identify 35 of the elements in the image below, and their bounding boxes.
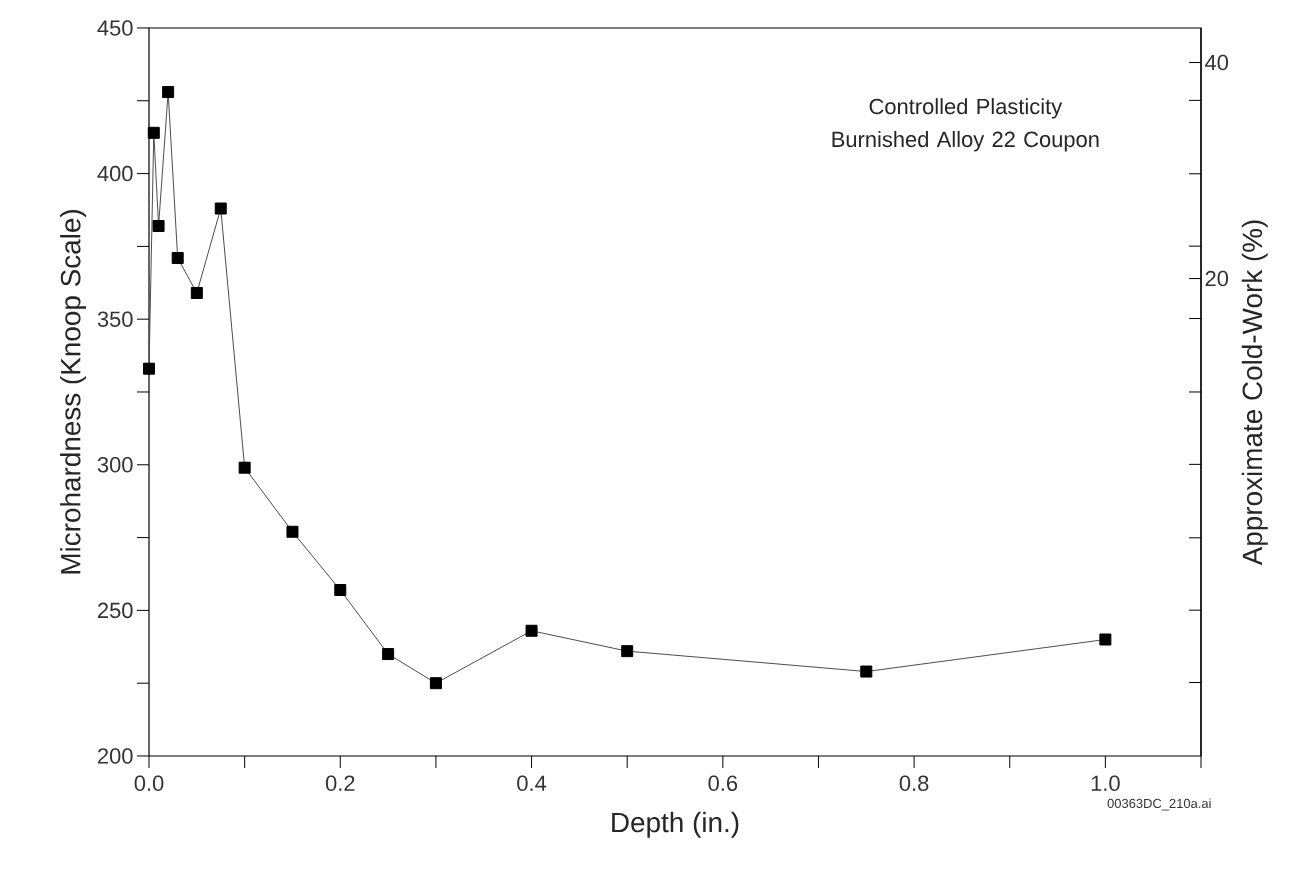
point: [143, 362, 156, 375]
point: [286, 525, 299, 538]
x-tick-label: 0.4: [517, 775, 547, 792]
y-tick-label: 200: [98, 748, 133, 764]
y-axis-title: Microhardness (Knoop Scale): [60, 210, 87, 574]
x-tick-label: 1.0: [1091, 775, 1120, 792]
y2-tick-label: 20: [1205, 270, 1229, 287]
x-tick-label: 0.0: [134, 775, 164, 792]
point: [171, 252, 184, 265]
y2-axis-title: Approximate Cold-Work (%): [1241, 220, 1268, 566]
text: 00363DC_210a.ai: [1107, 798, 1211, 811]
point: [214, 202, 227, 215]
x-axis-title: Depth (in.): [612, 811, 739, 838]
y-tick-label: 250: [98, 602, 133, 619]
point: [152, 220, 165, 232]
point: [429, 677, 442, 690]
point: [621, 645, 634, 658]
y2-tick-label: 40: [1205, 54, 1229, 71]
text: Controlled Plasticity Burnished Alloy 22 Coupon: [832, 98, 1099, 152]
point: [334, 584, 347, 596]
point: [525, 624, 538, 637]
x-tick-label: 0.8: [899, 775, 929, 792]
y-tick-label: 400: [97, 165, 133, 182]
point: [382, 648, 395, 661]
point: [147, 126, 160, 139]
y-tick-label: 450: [97, 20, 133, 36]
y-tick-label: 350: [97, 311, 133, 327]
x-tick-label: 0.6: [708, 775, 738, 792]
point: [860, 665, 873, 678]
point: [238, 461, 251, 474]
point: [162, 86, 175, 99]
y-tick-label: 300: [97, 457, 133, 473]
x-tick-label: 0.2: [325, 775, 355, 792]
point: [1099, 633, 1112, 646]
point: [190, 286, 203, 299]
